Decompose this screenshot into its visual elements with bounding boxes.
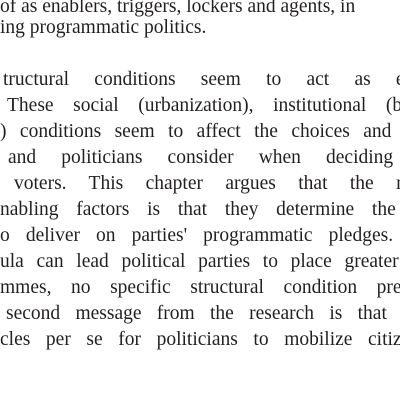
text-line-p2-11: cles per se for politicians to mobilize … — [0, 329, 400, 350]
text-line-p1-1: of as enablers, triggers, lockers and ag… — [0, 0, 356, 17]
text-line-p2-8: ula can lead political parties to place … — [0, 251, 400, 272]
text-line-p2-5: voters. This chapter argues that the mos… — [14, 173, 400, 194]
text-line-p1-2: ing programmatic politics. — [0, 17, 207, 38]
text-line-p2-9: mmes, no specific structural condition p… — [0, 277, 400, 298]
text-line-p2-2: These social (urbanization), institution… — [7, 95, 400, 116]
text-line-p2-4: and politicians consider when deciding o — [8, 147, 400, 168]
text-line-p2-7: o deliver on parties' programmatic pledg… — [0, 225, 400, 246]
text-line-p2-3: ) conditions seem to affect the choices … — [0, 121, 400, 142]
text-line-p2-10: second message from the research is that… — [6, 303, 400, 324]
text-line-p2-6: nabling factors is that they determine t… — [0, 199, 400, 220]
text-line-p2-1: tructural conditions seem to act as ena — [3, 69, 400, 90]
